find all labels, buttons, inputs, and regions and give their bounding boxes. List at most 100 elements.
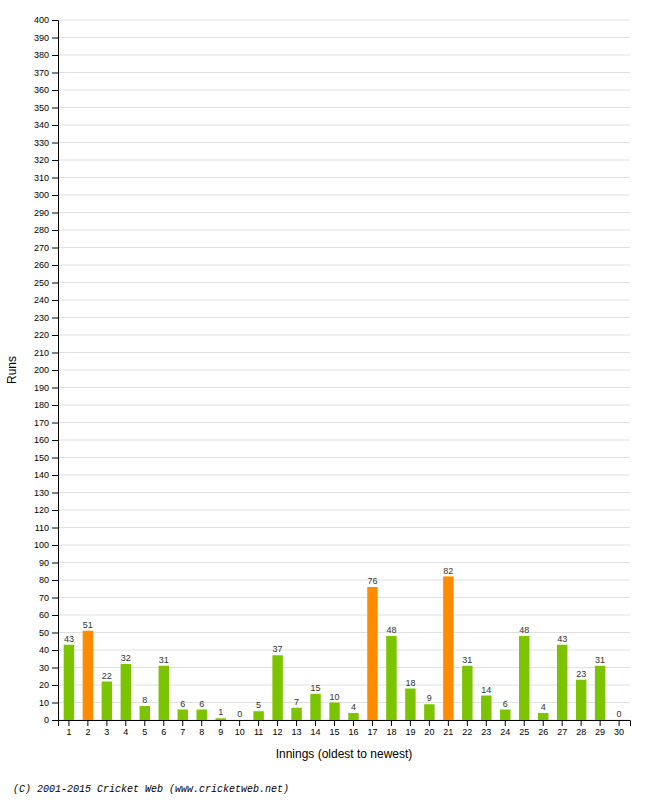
bar [500,710,510,721]
x-tick-mark [277,720,278,726]
y-tick-label: 260 [34,260,49,270]
x-tick-mark [467,720,468,726]
y-tick: 90 [39,558,58,568]
data-label: 31 [462,655,472,665]
plot: 4351223283166105377151047648189823114648… [5,15,631,761]
x-tick-label: 26 [538,727,548,737]
x-tick-label: 6 [161,727,166,737]
bar [519,636,529,720]
x-tick-mark [581,720,582,726]
y-tick-mark [52,615,58,616]
x-tick-label: 18 [386,727,396,737]
y-tick: 380 [34,50,58,60]
bars [64,577,606,721]
y-tick-label: 110 [35,523,49,533]
y-tick-label: 20 [39,680,49,690]
bar [178,710,188,721]
y-tick-mark [52,423,58,424]
grid-line [58,510,630,511]
y-tick: 290 [34,208,58,218]
x-tick-mark [87,720,88,726]
grid-line [58,265,630,266]
grid-line [58,317,630,318]
x-tick: 28 [576,720,586,737]
y-tick-label: 370 [34,68,49,78]
data-label: 10 [330,692,340,702]
y-tick: 340 [34,120,58,130]
x-tick-label: 17 [367,727,377,737]
y-tick-label: 230 [34,313,49,323]
y-tick-label: 150 [34,453,49,463]
x-tick-label: 2 [85,727,90,737]
x-tick-label: 1 [66,727,71,737]
bar [102,682,112,721]
y-tick-label: 220 [34,330,49,340]
data-label: 1 [218,707,223,717]
x-axis-title: Innings (oldest to newest) [276,747,413,761]
x-tick-mark [372,720,373,726]
x-tick-label: 4 [123,727,128,737]
data-label: 7 [294,697,299,707]
y-tick: 220 [34,330,58,340]
y-tick-label: 140 [34,470,49,480]
grid-line [58,422,630,423]
y-tick: 50 [39,628,58,638]
grid-line [58,685,630,686]
x-tick: 12 [273,720,283,737]
y-tick: 10 [39,698,58,708]
data-label: 15 [311,683,321,693]
x-tick-label: 14 [311,727,321,737]
data-label: 31 [595,655,605,665]
grid-line [58,562,630,563]
x-tick: 3 [104,720,109,737]
x-tick-label: 29 [595,727,605,737]
y-axis: 0102030405060708090100110120130140150160… [34,15,59,725]
x-tick-mark [353,720,354,726]
y-tick: 130 [34,488,58,498]
y-tick-mark [52,353,58,354]
y-tick-label: 90 [39,558,49,568]
bar [405,689,415,721]
y-tick-label: 210 [34,348,49,358]
y-tick-mark [52,300,58,301]
x-tick-mark [125,720,126,726]
bar [140,706,150,720]
x-tick-label: 3 [104,727,109,737]
x-tick: 2 [85,720,90,737]
y-tick-label: 30 [39,663,49,673]
x-tick: 27 [557,720,567,737]
x-tick-mark [163,720,164,726]
bar [538,713,548,720]
x-tick-label: 13 [292,727,302,737]
y-tick-label: 100 [34,540,49,550]
grid-line [58,107,630,108]
y-tick-label: 200 [34,365,49,375]
grid-line [58,632,630,633]
y-tick: 70 [39,593,58,603]
x-tick: 22 [462,720,472,737]
grid-line [58,545,630,546]
grid-line [58,160,630,161]
y-tick: 120 [34,505,58,515]
x-tick: 30 [614,720,624,737]
y-tick-label: 380 [34,50,49,60]
x-tick: 16 [348,720,358,737]
x-tick: 13 [292,720,302,737]
x-tick-mark [524,720,525,726]
x-tick-mark [220,720,221,726]
bar [329,703,339,721]
bar [386,636,396,720]
x-tick-label: 15 [330,727,340,737]
bar [291,708,301,720]
y-tick-label: 240 [34,295,49,305]
y-tick-mark [52,318,58,319]
y-tick-label: 60 [39,610,49,620]
y-tick-label: 400 [34,15,49,25]
y-tick: 210 [34,348,58,358]
y-tick-mark [52,458,58,459]
bar [272,655,282,720]
bar [196,710,206,721]
y-tick: 100 [34,540,58,550]
footer: (C) 2001-2015 Cricket Web (www.cricketwe… [13,784,289,795]
data-label: 9 [427,693,432,703]
